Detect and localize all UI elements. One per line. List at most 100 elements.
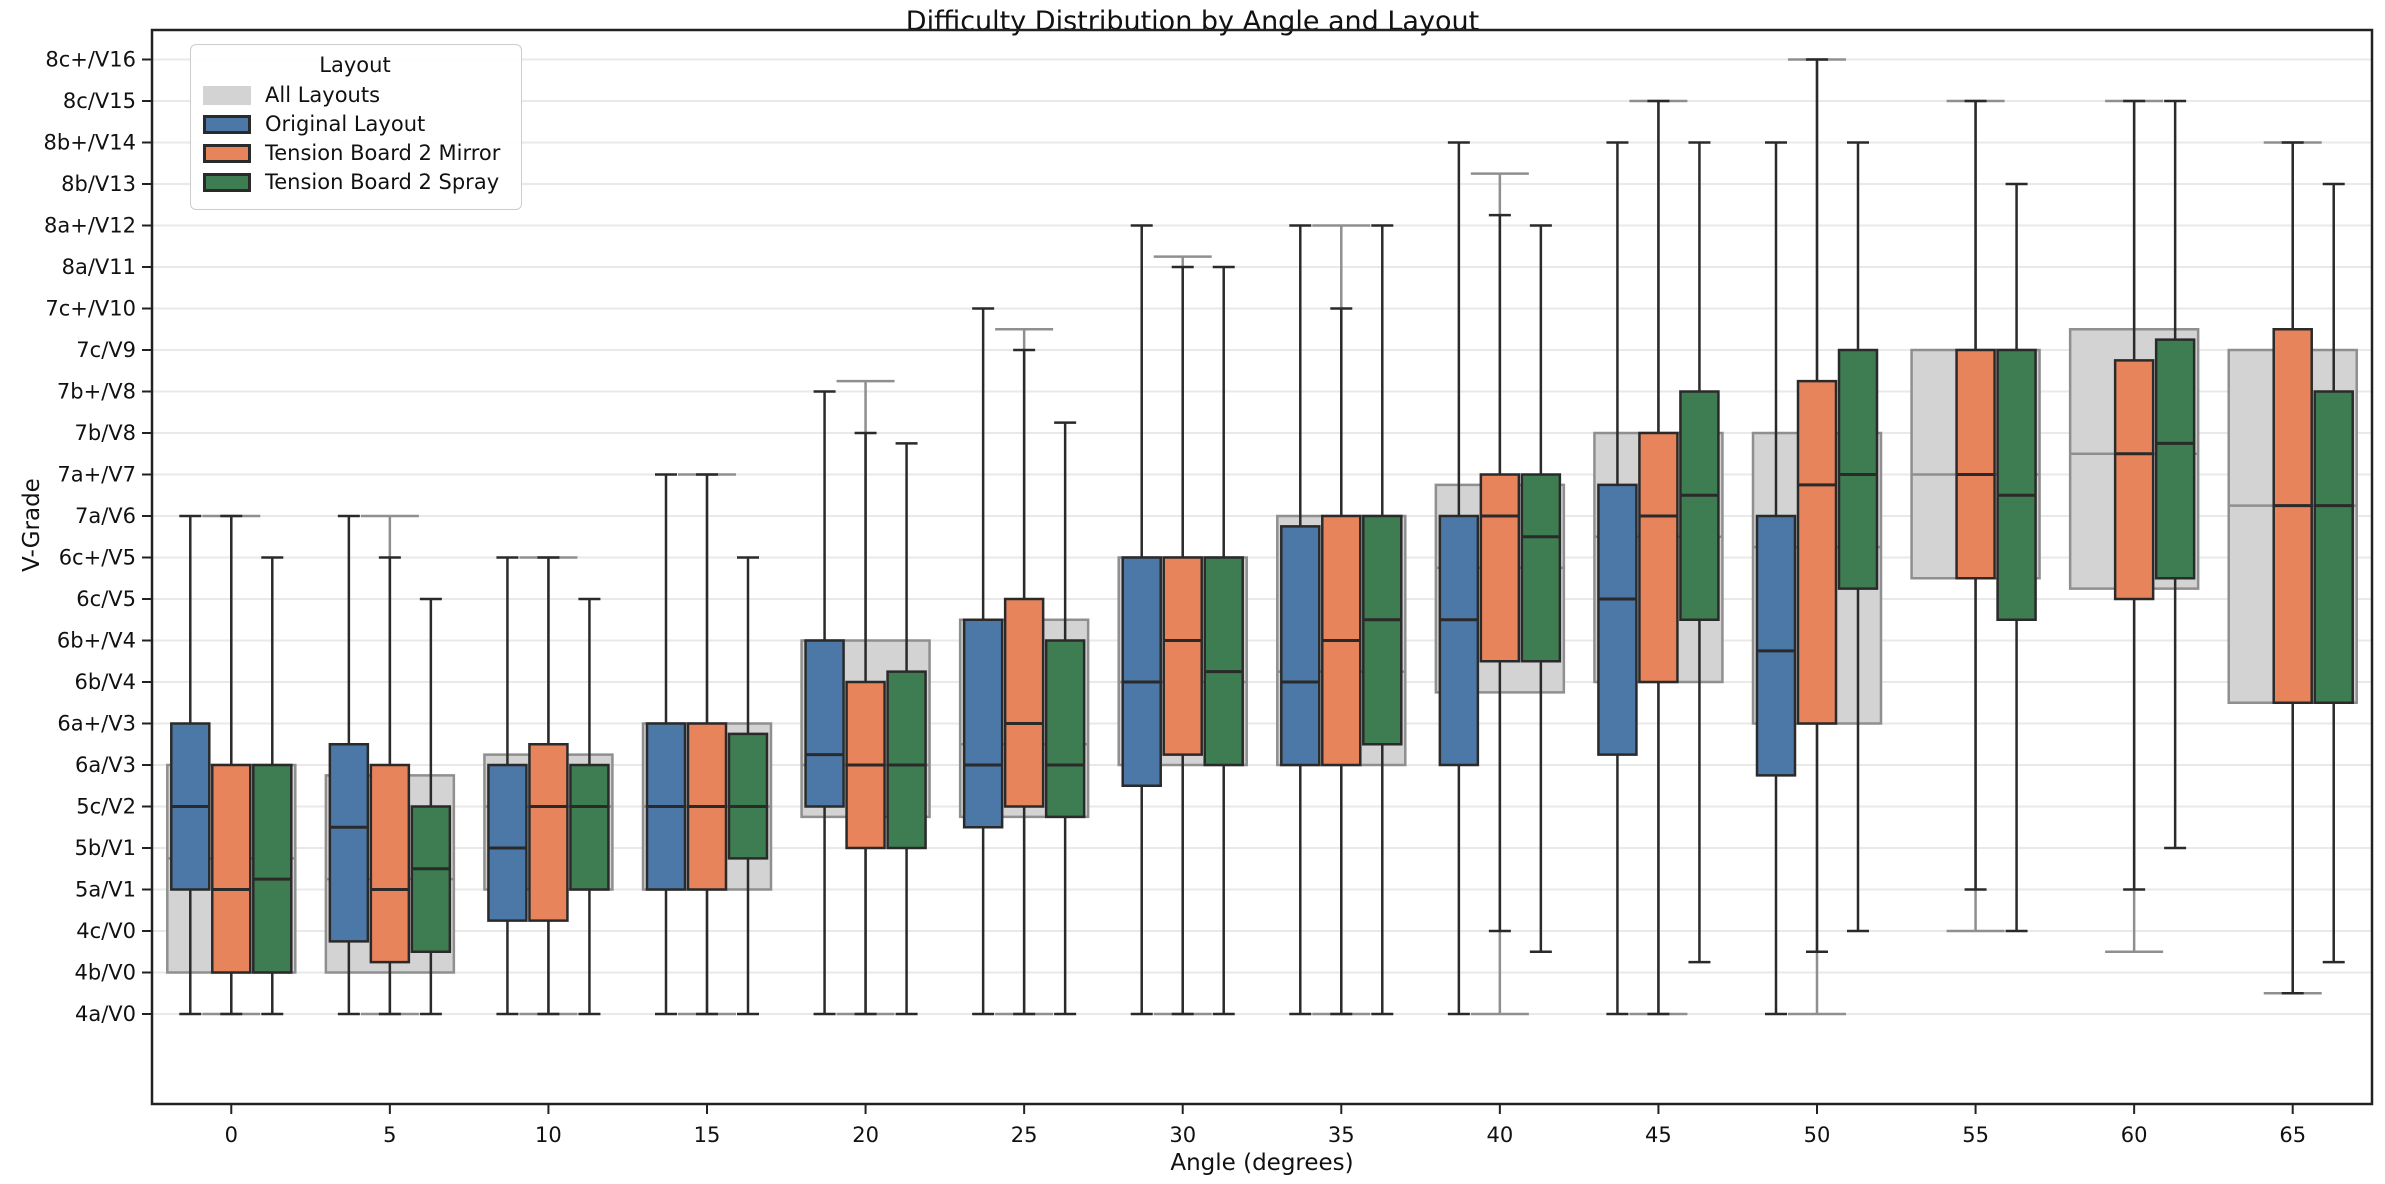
chart-title: Difficulty Distribution by Angle and Lay… <box>905 6 1480 37</box>
legend-item-original-layout: Original Layout <box>203 112 507 136</box>
iqr-box <box>886 670 927 850</box>
box <box>1003 348 1045 1016</box>
y-tick-label: 7c/V9 <box>76 338 136 362</box>
box <box>1479 213 1521 933</box>
legend-swatch-tb2-spray <box>203 172 251 192</box>
legend: Layout All Layouts Original Layout Tensi… <box>190 44 522 210</box>
iqr-box <box>1479 473 1521 663</box>
y-tick-label: 7a+/V7 <box>57 463 136 487</box>
box <box>569 597 610 1016</box>
iqr-box <box>2272 328 2313 704</box>
iqr-box <box>487 763 528 922</box>
y-tick-label: 7b/V8 <box>75 421 137 445</box>
box <box>727 556 769 1016</box>
iqr-box <box>962 618 1004 829</box>
y-tick-label: 6a+/V3 <box>57 712 136 736</box>
box <box>487 556 528 1016</box>
iqr-box <box>1162 556 1203 756</box>
y-tick-label: 5c/V2 <box>76 795 136 819</box>
y-tick-label: 8a+/V12 <box>44 214 136 238</box>
iqr-box <box>1438 514 1480 767</box>
y-tick-label: 6b/V4 <box>75 670 137 694</box>
y-tick-label: 4c/V0 <box>76 919 136 943</box>
iqr-box <box>211 763 252 974</box>
iqr-box <box>1003 597 1045 808</box>
iqr-box <box>2313 390 2354 704</box>
iqr-box <box>1955 348 1996 580</box>
iqr-box <box>1362 514 1403 746</box>
box <box>804 390 845 1016</box>
x-tick-label: 25 <box>1011 1123 1038 1147</box>
y-tick-label: 6b+/V4 <box>57 629 136 653</box>
box <box>845 431 886 1016</box>
box <box>1996 182 2037 933</box>
x-tick-label: 30 <box>1169 1123 1196 1147</box>
box <box>2154 99 2196 850</box>
y-tick-label: 8a/V11 <box>62 255 136 279</box>
legend-swatch-tb2-mirror <box>203 143 251 163</box>
box <box>886 442 927 1016</box>
y-tick-label: 6a/V3 <box>75 753 136 777</box>
box <box>1837 141 1879 933</box>
box <box>1280 224 1321 1016</box>
y-tick-label: 8b+/V14 <box>44 131 136 155</box>
box <box>2272 141 2313 995</box>
box <box>211 514 252 1016</box>
box <box>962 307 1004 1016</box>
iqr-box <box>1121 556 1162 787</box>
legend-title: Layout <box>319 53 391 77</box>
iqr-box <box>1203 556 1244 767</box>
x-tick-label: 60 <box>2121 1123 2148 1147</box>
box <box>1321 307 1362 1016</box>
y-tick-label: 7a/V6 <box>75 504 136 528</box>
iqr-box <box>2154 338 2196 580</box>
iqr-box <box>328 743 370 943</box>
x-tick-label: 20 <box>852 1123 879 1147</box>
y-tick-label: 5b/V1 <box>75 836 137 860</box>
y-tick-label: 4b/V0 <box>75 961 137 985</box>
x-tick-label: 45 <box>1645 1123 1672 1147</box>
iqr-box <box>528 743 569 922</box>
y-tick-label: 7c+/V10 <box>45 297 136 321</box>
iqr-box <box>2113 359 2155 601</box>
y-axis-title: V-Grade <box>19 478 45 572</box>
iqr-box <box>1679 390 1720 621</box>
box <box>645 473 687 1016</box>
x-tick-label: 10 <box>535 1123 562 1147</box>
x-axis-title: Angle (degrees) <box>1170 1150 1354 1176</box>
box <box>528 556 569 1016</box>
box <box>1438 141 1480 1016</box>
box <box>1044 421 1086 1016</box>
x-tick-label: 55 <box>1962 1123 1989 1147</box>
box <box>1955 99 1996 891</box>
y-tick-label: 6c+/V5 <box>59 546 136 570</box>
box <box>1597 141 1638 1016</box>
y-tick-label: 5a/V1 <box>75 878 136 902</box>
x-tick-label: 35 <box>1328 1123 1355 1147</box>
box <box>410 597 452 1016</box>
box <box>1796 58 1838 953</box>
box <box>1520 224 1562 953</box>
x-tick-label: 15 <box>694 1123 721 1147</box>
box <box>2313 182 2354 964</box>
box <box>170 514 211 1016</box>
iqr-box <box>1044 639 1086 819</box>
iqr-box <box>1520 473 1562 663</box>
legend-item-tb2-mirror: Tension Board 2 Mirror <box>203 141 507 165</box>
iqr-box <box>1638 431 1679 684</box>
box <box>1362 224 1403 1016</box>
iqr-box <box>1996 348 2037 621</box>
x-tick-label: 65 <box>2279 1123 2306 1147</box>
plot-border <box>150 28 2374 1106</box>
iqr-box <box>569 763 610 891</box>
box <box>252 556 293 1016</box>
iqr-box <box>804 639 845 808</box>
iqr-box <box>1280 525 1321 767</box>
box <box>328 514 370 1016</box>
y-tick-label: 7b+/V8 <box>57 380 136 404</box>
legend-item-all-layouts: All Layouts <box>203 83 507 107</box>
y-tick-label: 8c+/V16 <box>45 48 136 72</box>
y-tick-label: 8b/V13 <box>61 172 136 196</box>
